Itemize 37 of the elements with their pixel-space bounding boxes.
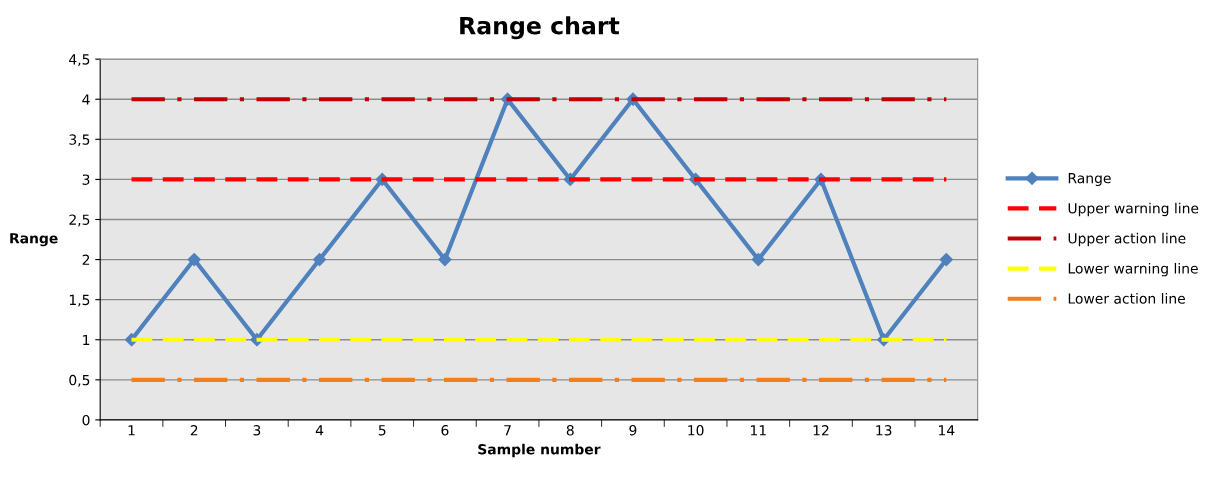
point xyxy=(312,252,327,267)
x-tick-label: 9 xyxy=(629,425,637,436)
y-tick-label: 4,5 xyxy=(69,54,90,67)
x-axis-title: Sample number xyxy=(478,443,601,458)
x-tick-label: 3 xyxy=(253,425,261,436)
x-tick-label: 10 xyxy=(688,425,704,436)
y-axis-title: Range xyxy=(10,233,58,247)
y-tick-label: 1 xyxy=(83,334,90,346)
x-tick-label: 4 xyxy=(315,425,324,436)
x-tick-label: 14 xyxy=(939,425,955,436)
x-tick-label: 12 xyxy=(813,425,829,436)
y-tick-label: 2 xyxy=(82,254,90,265)
x-tick-label: 1 xyxy=(128,425,135,436)
y-tick-label: 1,5 xyxy=(69,294,90,307)
point xyxy=(187,252,201,267)
x-tick-label: 2 xyxy=(190,425,198,436)
x-tick-label: 6 xyxy=(441,425,449,436)
point xyxy=(438,252,452,267)
legend-label: Lower warning line xyxy=(1068,262,1198,277)
y-tick-label: 0 xyxy=(82,414,90,426)
legend-label: Upper warning line xyxy=(1068,202,1199,217)
legend-label: Range xyxy=(1068,173,1111,187)
x-tick-label: 7 xyxy=(504,425,511,436)
chart-title: Range chart xyxy=(460,16,620,40)
point xyxy=(939,252,953,267)
x-tick-label: 11 xyxy=(750,425,766,436)
legend-label: Upper action line xyxy=(1068,232,1186,247)
y-tick-label: 0,5 xyxy=(69,374,90,387)
y-tick-label: 3 xyxy=(82,174,90,185)
legend-label: Lower action line xyxy=(1068,293,1185,304)
x-tick-label: 13 xyxy=(876,425,892,436)
x-tick-label: 8 xyxy=(566,425,574,436)
y-tick-label: 4 xyxy=(82,94,90,105)
point xyxy=(751,252,765,267)
y-tick-label: 2,5 xyxy=(69,214,90,227)
x-tick-label: 5 xyxy=(378,425,386,436)
y-tick-label: 3,5 xyxy=(69,134,90,147)
